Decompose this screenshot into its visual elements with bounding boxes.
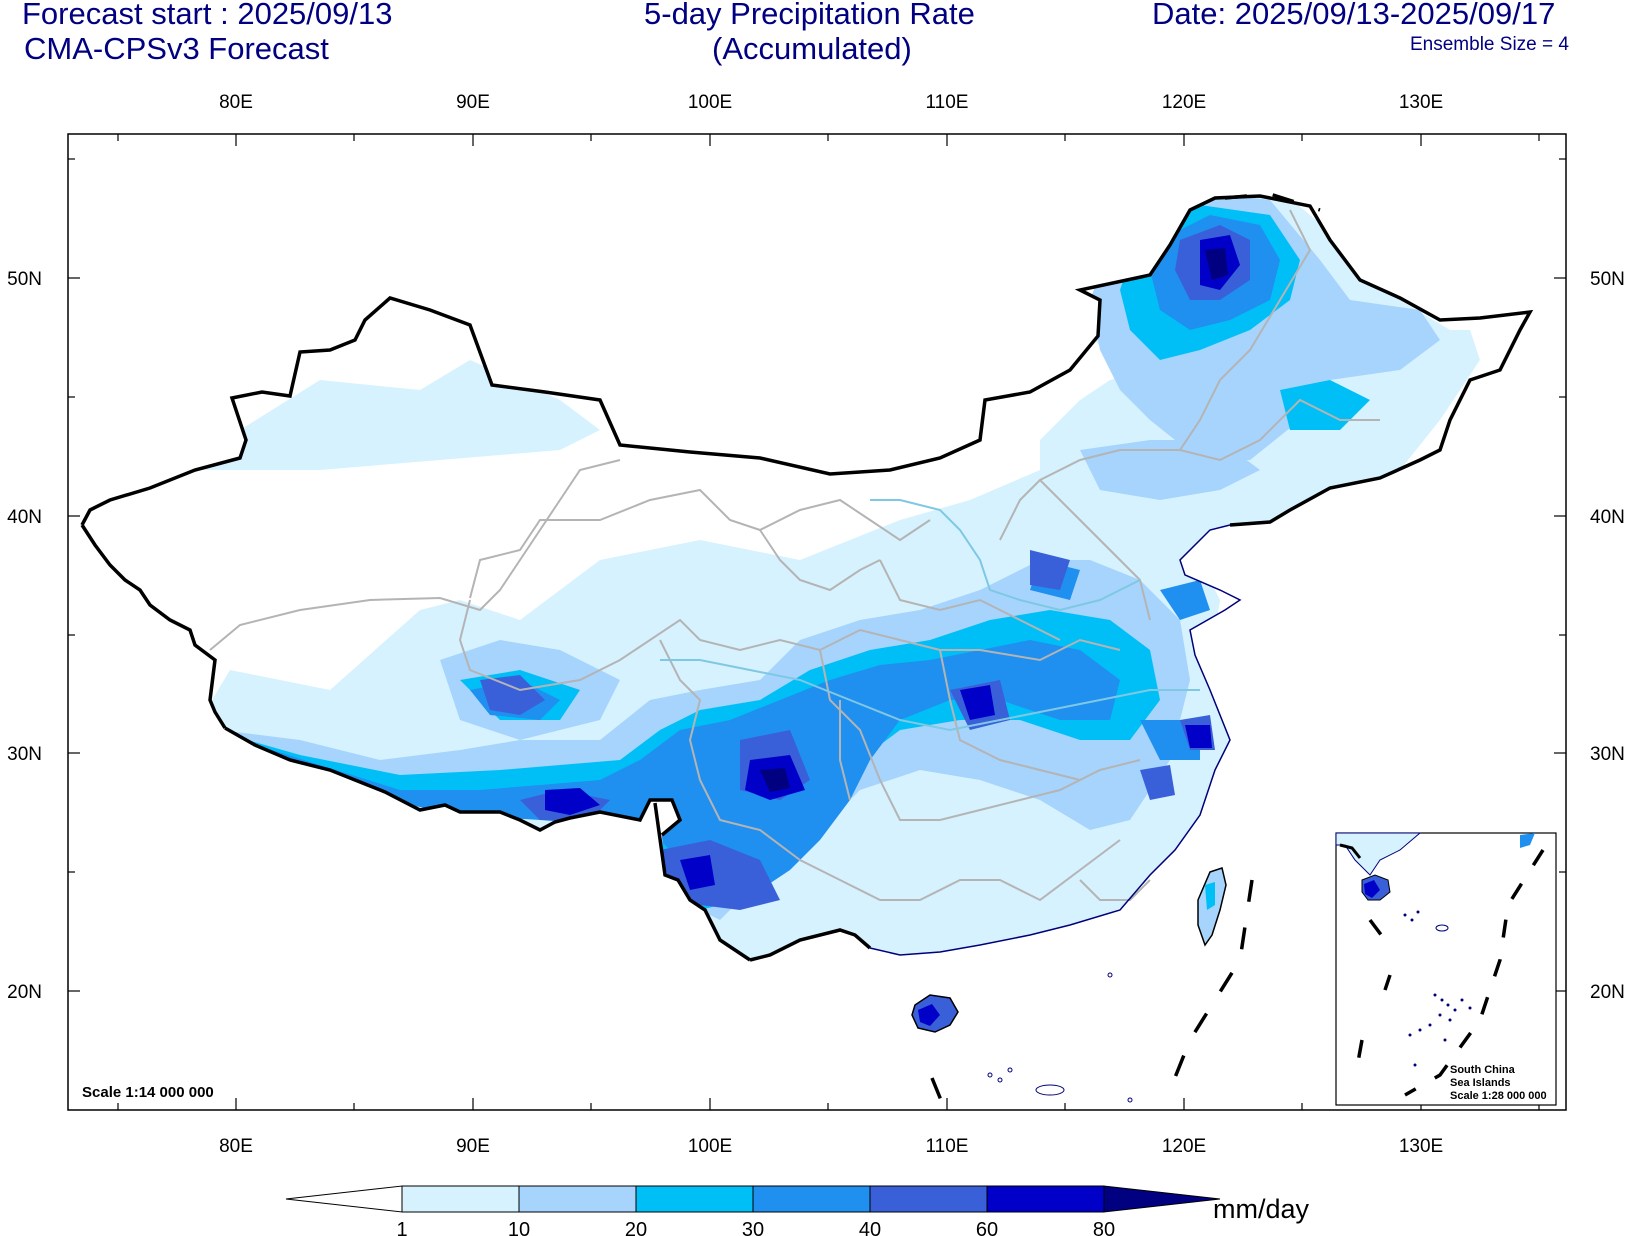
colorbar-unit-label: mm/day bbox=[1213, 1194, 1310, 1224]
inset-title-sea-islands: Sea Islands bbox=[1450, 1077, 1511, 1089]
lon-label-80e-bottom: 80E bbox=[219, 1136, 253, 1157]
small-islands bbox=[987, 972, 1133, 1103]
lon-label-110e-top: 110E bbox=[926, 92, 969, 113]
longitude-labels-top: 80E 90E 100E 110E 120E 130E bbox=[219, 92, 1443, 113]
lat-label-30n-left: 30N bbox=[7, 744, 42, 765]
lat-label-20n-right: 20N bbox=[1590, 982, 1625, 1003]
lon-label-120e-top: 120E bbox=[1162, 92, 1206, 113]
colorbar-cell-60-80 bbox=[986, 1185, 1105, 1213]
lat-label-20n-left: 20N bbox=[7, 982, 42, 1003]
colorbar-cell-1-10 bbox=[401, 1185, 520, 1213]
lon-label-110e-bottom: 110E bbox=[926, 1136, 969, 1157]
lon-label-90e-bottom: 90E bbox=[456, 1136, 490, 1157]
colorbar-label-40: 40 bbox=[859, 1219, 881, 1236]
south-china-sea-inset: South China Sea Islands Scale 1:28 000 0… bbox=[1335, 832, 1557, 1106]
colorbar-label-1: 1 bbox=[396, 1219, 407, 1236]
colorbar-label-30: 30 bbox=[742, 1219, 764, 1236]
lon-label-90e-top: 90E bbox=[456, 92, 490, 113]
colorbar-cell-30-40 bbox=[752, 1185, 871, 1213]
rivers bbox=[660, 499, 1200, 732]
inset-title-south-china: South China bbox=[1450, 1064, 1516, 1076]
inset-scale-label: Scale 1:28 000 000 bbox=[1450, 1090, 1547, 1102]
latitude-labels-right: 50N 40N 30N 20N bbox=[1590, 269, 1625, 1003]
colorbar-label-20: 20 bbox=[625, 1219, 647, 1236]
lat-label-40n-left: 40N bbox=[7, 507, 42, 528]
colorbar: 1 10 20 30 40 60 80 mm/day bbox=[285, 1185, 1310, 1236]
colorbar-label-60: 60 bbox=[976, 1219, 998, 1236]
latitude-ticks bbox=[68, 158, 1566, 992]
lon-label-100e-bottom: 100E bbox=[688, 1136, 732, 1157]
colorbar-cell-10-20 bbox=[518, 1185, 637, 1213]
map-scale-label: Scale 1:14 000 000 bbox=[82, 1084, 214, 1101]
colorbar-cell-above-80 bbox=[1103, 1185, 1221, 1213]
province-boundaries bbox=[209, 209, 1380, 902]
coastline bbox=[869, 524, 1242, 956]
lat-label-50n-left: 50N bbox=[7, 269, 42, 290]
longitude-labels-bottom: 80E 90E 100E 110E 120E 130E bbox=[219, 1136, 1443, 1157]
lat-label-40n-right: 40N bbox=[1590, 507, 1625, 528]
lon-label-100e-top: 100E bbox=[688, 92, 732, 113]
lon-label-130e-bottom: 130E bbox=[1399, 1136, 1443, 1157]
lon-label-120e-bottom: 120E bbox=[1162, 1136, 1206, 1157]
forecast-start-label: Forecast start : 2025/09/13 bbox=[22, 0, 393, 31]
colorbar-label-80: 80 bbox=[1093, 1219, 1115, 1236]
national-boundary bbox=[80, 194, 1534, 962]
model-label: CMA-CPSv3 Forecast bbox=[24, 31, 329, 66]
map-subtitle: (Accumulated) bbox=[712, 31, 912, 66]
lon-label-130e-top: 130E bbox=[1399, 92, 1443, 113]
map-title: 5-day Precipitation Rate bbox=[644, 0, 975, 31]
colorbar-cell-20-30 bbox=[635, 1185, 754, 1213]
latitude-labels-left: 50N 40N 30N 20N bbox=[7, 269, 42, 1003]
lon-label-80e-top: 80E bbox=[219, 92, 253, 113]
colorbar-cell-40-60 bbox=[869, 1185, 988, 1213]
ensemble-size-label: Ensemble Size = 4 bbox=[1410, 34, 1569, 55]
maritime-dashed-lines bbox=[930, 192, 1321, 1110]
date-range-label: Date: 2025/09/13-2025/09/17 bbox=[1152, 0, 1556, 31]
colorbar-cell-below-1 bbox=[285, 1185, 403, 1213]
lat-label-50n-right: 50N bbox=[1590, 269, 1625, 290]
lat-label-30n-right: 30N bbox=[1590, 744, 1625, 765]
colorbar-label-10: 10 bbox=[508, 1219, 530, 1236]
